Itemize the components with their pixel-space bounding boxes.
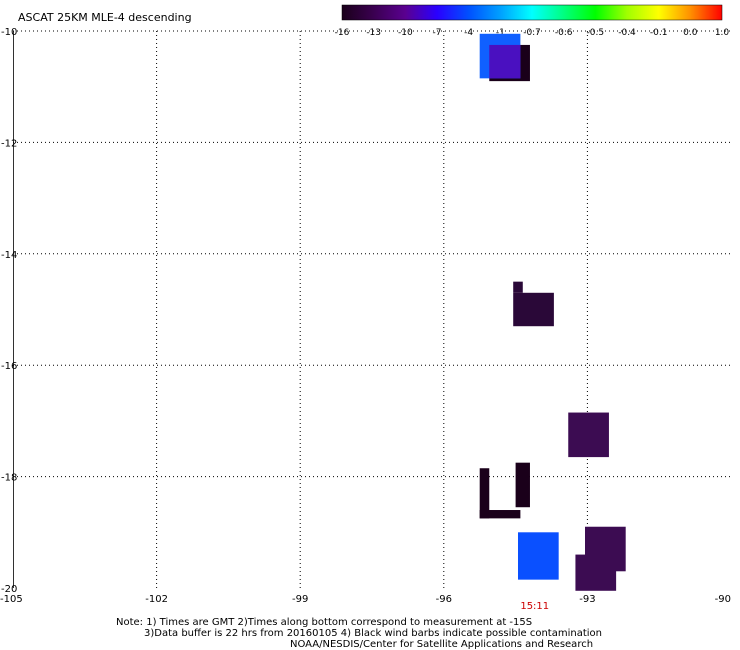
colorbar-label: -7 [433, 28, 442, 38]
time-label: 15:11 [520, 601, 549, 612]
wind-cell [568, 412, 609, 458]
wind-cell [517, 532, 559, 580]
wind-cell [489, 44, 521, 79]
colorbar-label: -4 [464, 28, 473, 38]
colorbar-label: -0.6 [555, 28, 573, 38]
colorbar-label: -0.4 [618, 28, 636, 38]
lat-tick-label: -20 [1, 584, 17, 595]
colorbar-label: -10 [398, 28, 413, 38]
lon-tick-label: -93 [579, 594, 595, 605]
wind-cell [479, 510, 521, 519]
colorbar-label: -0.1 [650, 28, 668, 38]
plot-frame-left [13, 31, 14, 588]
wind-cell [479, 468, 490, 519]
notes-block: Note: 1) Times are GMT 2)Times along bot… [116, 617, 602, 650]
lon-tick-label: -90 [715, 594, 731, 605]
colorbar-labels: -16 -13 -10 -7 -4 -1 -0.7 -0.6 -0.5 -0.4 -0.1 0.0 1.… [335, 28, 730, 38]
colorbar-label: -0.5 [587, 28, 605, 38]
colorbar-gradient [341, 4, 723, 21]
wind-cell [513, 292, 554, 327]
wind-cell [585, 526, 626, 572]
note-line-3: NOAA/NESDIS/Center for Satellite Applica… [290, 639, 593, 650]
lat-tick-label: -16 [1, 361, 17, 372]
colorbar-label: -0.7 [523, 28, 541, 38]
wind-cell [515, 462, 530, 508]
colorbar-label: -16 [335, 28, 350, 38]
colorbar-label: -13 [366, 28, 381, 38]
lon-tick-label: -96 [436, 594, 452, 605]
wind-cells [479, 33, 626, 591]
lon-tick-label: -99 [292, 594, 308, 605]
lat-tick-label: -18 [1, 473, 17, 484]
lat-tick-label: -14 [1, 250, 17, 261]
wind-cell [513, 281, 523, 293]
note-line-1: Note: 1) Times are GMT 2)Times along bot… [116, 617, 532, 628]
gridlines [13, 30, 731, 588]
colorbar-label: -1 [496, 28, 505, 38]
lon-tick-label: -105 [0, 594, 23, 605]
map-title: ASCAT 25KM MLE-4 descending [18, 11, 192, 24]
lon-tick-label: -102 [145, 594, 168, 605]
longitude-tick-labels: -105 -102 -99 -96 -93 -90 [0, 594, 731, 605]
lat-tick-label: -12 [1, 138, 17, 149]
lat-tick-label: -10 [1, 27, 17, 38]
note-line-2: 3)Data buffer is 22 hrs from 20160105 4)… [144, 628, 602, 639]
colorbar-label: 0.0 [683, 28, 698, 38]
map-plot-area: -105 -102 -99 -96 -93 -90 -10-12-14-16-18-20 … [0, 27, 731, 612]
colorbar-label: 1.0 [715, 28, 730, 38]
latitude-tick-labels: -10 -12 -14 -16 -18 -20 [1, 27, 17, 595]
colorbar: -16 -13 -10 -7 -4 -1 -0.7 -0.6 -0.5 -0.4 -0.1 0.0 1.… [335, 4, 730, 38]
